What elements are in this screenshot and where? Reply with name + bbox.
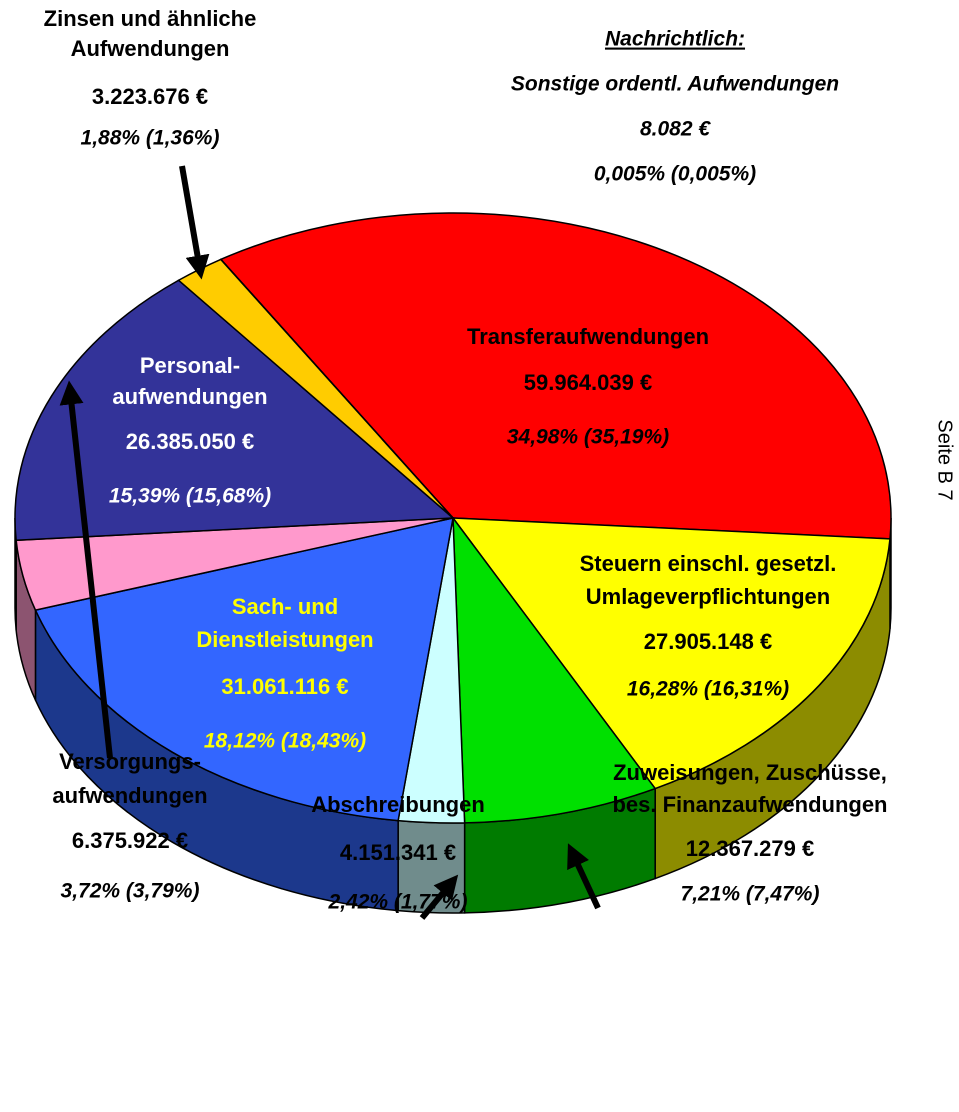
slice	[452, 515, 657, 824]
slice	[14, 279, 455, 542]
slice	[451, 517, 891, 790]
value-label: 26.385.050 €	[126, 429, 254, 454]
slice-label: Umlageverpflichtungen	[586, 584, 830, 609]
slice-label: Transferaufwendungen	[467, 324, 709, 349]
slice-label: Steuern einschl. gesetzl.	[580, 551, 837, 576]
value-label: 27.905.148 €	[644, 629, 772, 654]
share-label: 0,005% (0,005%)	[594, 163, 756, 186]
value-label: 12.367.279 €	[686, 836, 814, 861]
note-title: Nachrichtlich:	[605, 28, 745, 51]
slice-label: Versorgungs-	[59, 749, 201, 774]
slice-label: Zuweisungen, Zuschüsse,	[613, 760, 887, 785]
arrow	[179, 165, 210, 280]
value-label: 8.082 €	[640, 118, 711, 141]
share-label: 7,21% (7,47%)	[681, 883, 820, 906]
share-label: 15,39% (15,68%)	[109, 485, 271, 508]
share-label: 2,42% (1,77%)	[328, 891, 468, 914]
slice-label: Sach- und	[232, 594, 338, 619]
value-label: 3.223.676 €	[92, 84, 208, 109]
pie-sides	[14, 517, 892, 914]
slice	[219, 212, 892, 540]
share-label: 16,28% (16,31%)	[627, 678, 789, 701]
slice-label: Zinsen und ähnliche	[44, 6, 257, 31]
page-label: Seite B 7	[934, 419, 956, 500]
slice-label: Sonstige ordentl. Aufwendungen	[511, 73, 839, 96]
slice-label: bes. Finanzaufwendungen	[612, 792, 887, 817]
value-label: 4.151.341 €	[340, 840, 456, 865]
value-label: 59.964.039 €	[524, 370, 652, 395]
share-label: 34,98% (35,19%)	[507, 426, 669, 449]
slice-label: Abschreibungen	[311, 792, 485, 817]
value-label: 31.061.116 €	[221, 674, 348, 699]
arrow	[59, 380, 113, 759]
slice-label: aufwendungen	[52, 783, 207, 808]
arrow	[419, 874, 459, 920]
share-label: 3,72% (3,79%)	[61, 880, 200, 903]
slice	[219, 258, 454, 519]
slice-label: Dienstleistungen	[196, 627, 373, 652]
share-label: 1,88% (1,36%)	[81, 127, 220, 150]
slice-label: aufwendungen	[112, 384, 267, 409]
arrow	[567, 843, 601, 910]
pie-tops	[14, 212, 892, 824]
slice-label: Personal-	[140, 353, 240, 378]
slice-label: Aufwendungen	[71, 36, 230, 61]
labels: Transferaufwendungen 59.964.039 € 34,98% (…	[44, 6, 888, 914]
slice	[34, 517, 454, 822]
share-label: 18,12% (18,43%)	[204, 730, 366, 753]
value-label: 6.375.922 €	[72, 828, 188, 853]
